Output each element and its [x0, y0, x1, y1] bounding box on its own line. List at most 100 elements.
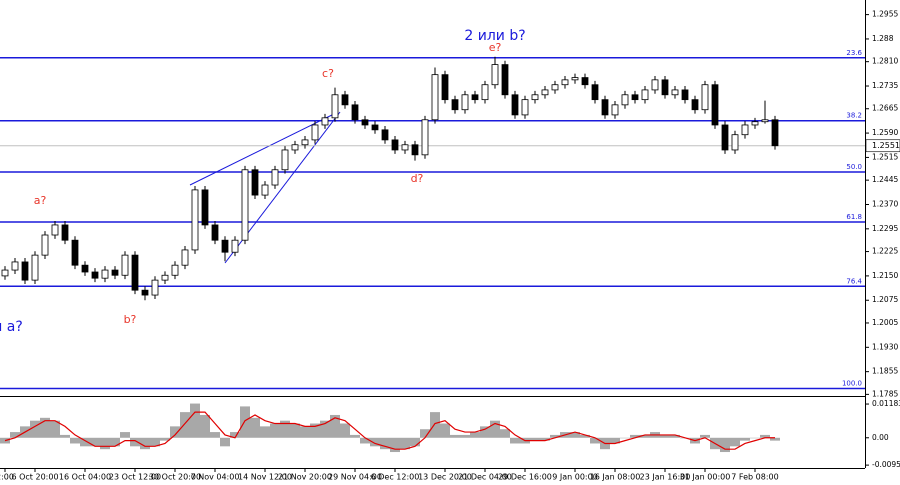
candle-body	[761, 119, 769, 123]
histogram-bar	[270, 423, 280, 438]
candle-body	[691, 99, 699, 111]
x-tick-label: 23 Oct 12:00	[109, 473, 161, 482]
candle-body	[571, 77, 579, 81]
histogram-bar	[430, 412, 440, 438]
histogram-bar	[150, 437, 160, 447]
candle-body	[311, 124, 319, 141]
candle-body	[171, 264, 179, 276]
histogram-bar	[460, 434, 470, 438]
y-tick-label: 1.288	[872, 34, 894, 43]
candle-body	[161, 274, 169, 281]
candle-body	[421, 119, 429, 156]
candle-body	[241, 169, 249, 241]
x-tick-label: 23 Jan 16:00	[640, 473, 691, 482]
y-tick-label: 1.2370	[872, 199, 898, 208]
histogram-bar	[580, 434, 590, 438]
candle-body	[661, 79, 669, 96]
annotation: b?	[124, 313, 137, 326]
histogram-bar	[470, 432, 480, 438]
histogram-bar	[550, 434, 560, 438]
histogram-bar	[630, 434, 640, 438]
candle-body	[251, 169, 259, 196]
histogram-bar	[590, 437, 600, 444]
histogram-bar	[10, 432, 20, 438]
candle-body	[121, 254, 129, 276]
candle-body	[581, 77, 589, 86]
histogram-bar	[290, 423, 300, 438]
signal-line	[4, 411, 775, 450]
y-tick-label: 1.2150	[872, 271, 898, 280]
candle-body	[411, 144, 419, 156]
candle-body	[221, 239, 229, 253]
candle-body	[351, 104, 359, 121]
annotation: e?	[489, 41, 502, 54]
histogram-bar	[110, 437, 120, 447]
candle-body	[441, 74, 449, 101]
candle-body	[151, 279, 159, 296]
histogram-bar	[260, 426, 270, 438]
y-tick-label: 1.2005	[872, 318, 898, 327]
annotation: d?	[411, 172, 424, 185]
y-tick-label: 1.2810	[872, 57, 898, 66]
candle-body	[401, 144, 409, 151]
candle-body	[771, 119, 779, 147]
x-tick-label: 29 Dec 16:00	[498, 473, 552, 482]
candle-body	[731, 134, 739, 151]
candle-body	[611, 104, 619, 116]
histogram-bar	[230, 432, 240, 438]
x-tick-label: 13 Dec 20:00	[418, 473, 472, 482]
x-tick-label: 21 Nov 20:00	[278, 473, 332, 482]
histogram-bar	[200, 414, 210, 438]
candle-body	[191, 189, 199, 251]
histogram-bar	[180, 412, 190, 438]
candle-body	[261, 184, 269, 196]
x-tick-label: 6 Oct 20:00	[11, 473, 58, 482]
histogram-bar	[370, 437, 380, 447]
annotation: a?	[34, 194, 47, 207]
candle-body	[11, 261, 19, 271]
histogram-bar	[420, 429, 430, 438]
candle-body	[471, 94, 479, 101]
histogram-bar	[760, 434, 770, 438]
candle-body	[101, 269, 109, 279]
histogram-bar	[360, 437, 370, 444]
candle-body	[271, 169, 279, 186]
histogram-bar	[480, 426, 490, 438]
last-price-label: 1.2551	[872, 141, 900, 150]
x-tick-label: 7 Nov 04:00	[191, 473, 240, 482]
candle-body	[721, 124, 729, 151]
y-tick-label: 1.2225	[872, 247, 898, 256]
histogram-bar	[330, 414, 340, 438]
candle-body	[331, 94, 339, 119]
candle-body	[491, 64, 499, 86]
candle-body	[641, 89, 649, 101]
fib-level-label: 61.8	[846, 213, 862, 221]
histogram-bar	[380, 437, 390, 450]
histogram-bar	[350, 434, 360, 438]
y-tick-label: -0.00959	[872, 460, 900, 469]
candle-body	[231, 239, 239, 253]
candle-body	[621, 94, 629, 106]
histogram-bar	[700, 434, 710, 438]
histogram-bar	[450, 434, 460, 438]
histogram-bar	[320, 420, 330, 438]
x-tick-label: 9 Jan 00:00	[552, 473, 598, 482]
y-tick-label: 1.2590	[872, 128, 898, 137]
candle-body	[741, 124, 749, 136]
histogram-bar	[440, 423, 450, 438]
fib-level-label: 100.0	[842, 380, 862, 388]
histogram-bar	[280, 420, 290, 438]
histogram-bar	[740, 437, 750, 441]
x-tick-label: 2:00	[0, 473, 14, 482]
histogram-bar	[530, 437, 540, 441]
candle-body	[541, 89, 549, 96]
histogram-bar	[770, 437, 780, 441]
histogram-bar	[40, 417, 50, 438]
histogram-bar	[120, 432, 130, 438]
candle-body	[51, 224, 59, 236]
candle-body	[481, 84, 489, 101]
candle-body	[711, 84, 719, 126]
y-tick-label: 1.1785	[872, 389, 898, 398]
histogram-bar	[750, 437, 760, 439]
